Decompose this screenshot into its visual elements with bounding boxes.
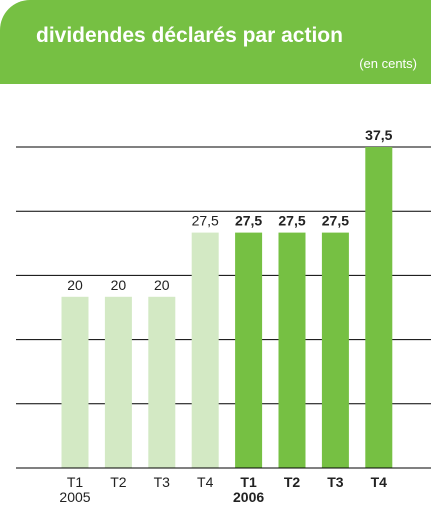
- x-tick-label: T4: [371, 474, 388, 490]
- value-label: 27,5: [278, 213, 305, 229]
- x-tick-label: T1: [67, 474, 84, 490]
- year-label: 2005: [59, 489, 90, 505]
- chart-subtitle: (en cents): [359, 56, 417, 71]
- value-label: 27,5: [322, 213, 349, 229]
- value-label: 27,5: [235, 213, 262, 229]
- chart-header: dividendes déclarés par action (en cents…: [0, 0, 431, 84]
- bar: [61, 296, 89, 468]
- value-label: 20: [154, 277, 170, 293]
- value-label: 20: [67, 277, 83, 293]
- bar: [278, 232, 306, 468]
- x-tick-label: T1: [240, 474, 257, 490]
- x-tick-label: T4: [197, 474, 214, 490]
- year-label: 2006: [233, 489, 264, 505]
- bar: [235, 232, 263, 468]
- x-tick-label: T2: [110, 474, 127, 490]
- bar: [104, 296, 132, 468]
- bar: [365, 147, 393, 468]
- value-label: 20: [111, 277, 127, 293]
- bar: [191, 232, 219, 468]
- bar: [321, 232, 349, 468]
- x-tick-label: T3: [154, 474, 171, 490]
- chart-title: dividendes déclarés par action: [36, 24, 343, 47]
- value-label: 27,5: [192, 213, 219, 229]
- x-tick-label: T2: [284, 474, 301, 490]
- bar: [148, 296, 176, 468]
- value-label: 37,5: [365, 127, 392, 143]
- x-tick-label: T3: [327, 474, 344, 490]
